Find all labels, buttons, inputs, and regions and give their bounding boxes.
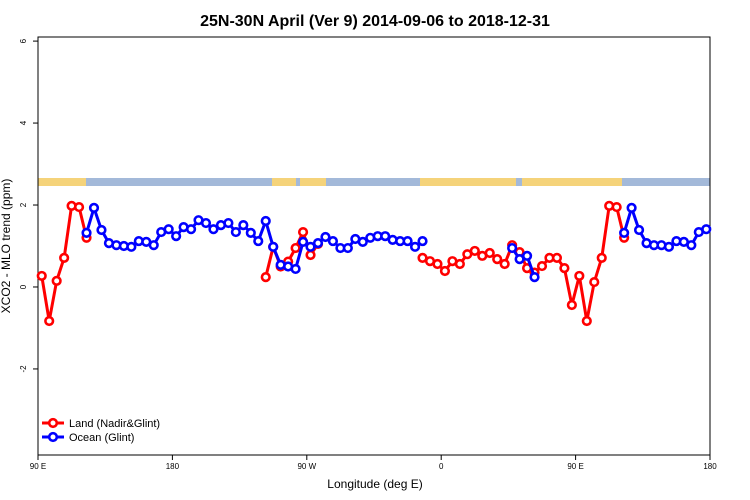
data-point <box>559 263 570 274</box>
data-point <box>380 231 391 242</box>
data-point <box>439 265 451 277</box>
data-point <box>36 270 47 282</box>
chart-title: 25N-30N April (Ver 9) 2014-09-06 to 2018… <box>200 13 550 30</box>
data-point <box>409 241 421 252</box>
data-point <box>626 202 637 213</box>
data-point <box>185 224 197 235</box>
data-point <box>611 201 622 213</box>
data-point <box>305 241 316 252</box>
data-point <box>633 224 645 236</box>
data-point <box>320 231 331 243</box>
data-point <box>596 252 607 263</box>
data-point <box>305 249 316 261</box>
data-point <box>566 299 577 311</box>
x-tick-label: 90 E <box>30 462 46 471</box>
data-point <box>73 201 85 213</box>
data-point <box>521 250 533 261</box>
data-point <box>686 240 697 251</box>
data-point <box>499 258 510 270</box>
data-point <box>223 217 234 229</box>
land-ocean-strip <box>38 178 710 186</box>
data-point <box>163 224 174 235</box>
data-point <box>342 242 353 254</box>
x-tick-label: 180 <box>703 462 717 471</box>
data-point <box>253 235 264 247</box>
x-tick-label: 180 <box>166 462 180 471</box>
x-axis-label: Longitude (deg E) <box>327 477 422 491</box>
data-point <box>260 215 271 227</box>
data-point <box>200 217 212 229</box>
data-point <box>238 220 249 231</box>
y-tick-label: -2 <box>19 365 28 373</box>
data-point <box>297 226 309 238</box>
data-point <box>663 241 675 252</box>
data-point <box>432 258 443 270</box>
data-point <box>126 241 137 252</box>
legend-marker <box>47 417 59 429</box>
data-point <box>619 227 630 238</box>
x-tick-label: 0 <box>439 462 444 471</box>
data-point <box>529 272 540 283</box>
data-point <box>551 252 563 263</box>
data-point <box>171 231 182 242</box>
legend-label: Land (Nadir&Glint) <box>69 418 160 430</box>
data-point <box>260 272 271 283</box>
data-point <box>208 224 219 235</box>
data-point <box>454 258 465 270</box>
data-point <box>589 276 600 288</box>
data-point <box>507 242 518 254</box>
data-point <box>148 240 159 251</box>
x-tick-label: 90 W <box>297 462 316 471</box>
data-point <box>417 235 428 247</box>
data-point <box>245 227 256 238</box>
y-tick-label: 6 <box>19 38 28 43</box>
data-point <box>59 252 70 263</box>
plot-frame <box>37 36 711 456</box>
data-point <box>88 202 100 213</box>
data-point <box>290 263 301 275</box>
ocean-band <box>38 178 710 186</box>
x-tick-label: 90 E <box>567 462 583 471</box>
data-point <box>290 242 301 254</box>
data-point <box>574 270 585 282</box>
data-point <box>536 260 548 272</box>
data-point <box>492 254 503 265</box>
ocean-band <box>516 178 522 186</box>
data-point <box>268 241 279 252</box>
data-point <box>44 315 55 327</box>
data-point <box>297 236 309 248</box>
data-point <box>327 235 339 247</box>
data-point <box>701 224 712 235</box>
legend-marker <box>47 431 59 443</box>
y-tick-label: 4 <box>19 120 28 125</box>
data-point <box>51 275 62 286</box>
data-point <box>469 245 480 257</box>
data-point <box>81 227 92 238</box>
series-line <box>40 204 626 322</box>
data-point <box>312 238 324 249</box>
data-point <box>402 235 413 247</box>
data-point <box>581 315 592 327</box>
y-axis-label: XCO2 - MLO trend (ppm) <box>0 179 13 314</box>
data-point <box>96 224 107 236</box>
data-point <box>484 247 495 259</box>
land-band <box>38 178 86 186</box>
legend-label: Ocean (Glint) <box>69 432 134 444</box>
ocean-band <box>296 178 300 186</box>
data-point <box>357 236 368 248</box>
y-tick-label: 0 <box>19 284 28 289</box>
y-tick-label: 2 <box>19 202 28 207</box>
data-point <box>230 226 241 238</box>
